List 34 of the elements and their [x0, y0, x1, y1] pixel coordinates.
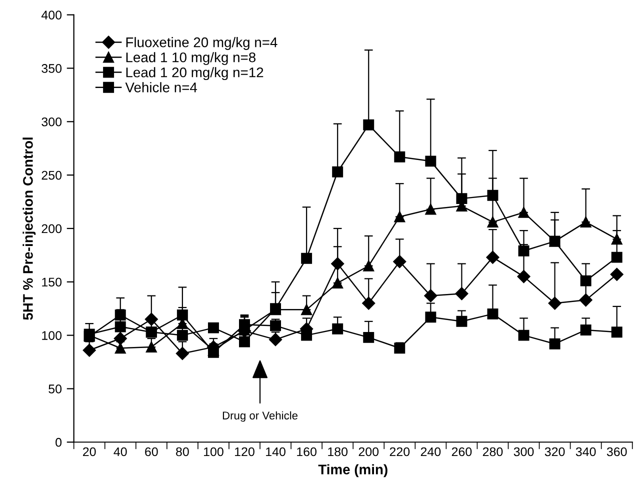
x-axis-title: Time (min) — [318, 464, 388, 478]
x-tick-label: 320 — [544, 447, 565, 456]
annotation: Drug or Vehicle — [222, 411, 298, 422]
x-tick-label: 60 — [145, 447, 158, 456]
y-tick-label: 250 — [42, 170, 62, 180]
legend-label: Lead 1 10 mg/kg n=8 — [126, 52, 256, 66]
y-tick-label: 200 — [42, 224, 62, 234]
x-tick-label: 100 — [204, 447, 224, 456]
x-tick-label: 120 — [235, 447, 254, 456]
x-tick-label: 360 — [606, 447, 627, 456]
y-tick-label: 100 — [42, 331, 62, 340]
x-tick-label: 20 — [83, 447, 96, 456]
x-tick-label: 140 — [266, 447, 286, 456]
legend-label: Vehicle n=4 — [125, 82, 198, 92]
y-tick-label: 150 — [42, 278, 62, 287]
x-tick-label: 280 — [482, 447, 503, 456]
x-tick-label: 300 — [514, 447, 534, 456]
y-tick-label: 0 — [56, 438, 62, 447]
x-tick-label: 40 — [114, 447, 127, 456]
x-tick-label: 240 — [420, 447, 441, 456]
x-tick-label: 260 — [452, 447, 472, 456]
legend-label: Fluoxetine 20 mg/kg n=4 — [126, 37, 278, 50]
y-tick-label: 300 — [42, 117, 62, 126]
x-tick-label: 180 — [328, 447, 348, 456]
x-tick-label: 80 — [176, 447, 189, 456]
x-tick-label: 220 — [390, 447, 410, 456]
legend-label: Lead 1 20 mg/kg n=12 — [126, 67, 264, 80]
x-tick-label: 160 — [297, 447, 316, 456]
y-axis-title: 5HT % Pre-injection Control — [22, 138, 36, 320]
y-tick-label: 50 — [48, 384, 62, 394]
x-tick-label: 340 — [576, 447, 596, 456]
y-tick-label: 350 — [42, 64, 62, 73]
x-tick-label: 200 — [358, 447, 379, 456]
y-tick-label: 400 — [41, 10, 62, 20]
